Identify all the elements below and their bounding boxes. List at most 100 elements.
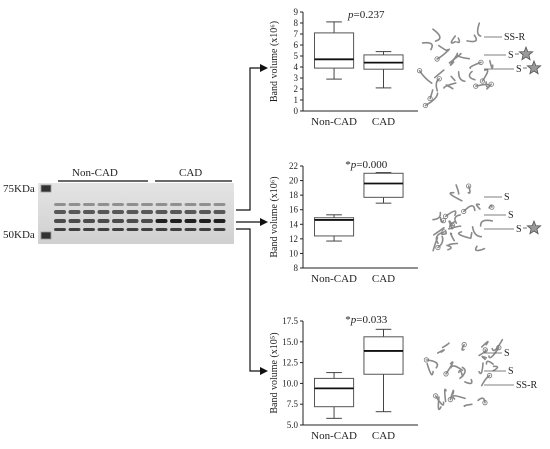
gel-band	[213, 203, 226, 206]
gel-band	[141, 210, 153, 214]
protein-ribbon	[434, 69, 445, 79]
protein-ribbon	[485, 360, 494, 365]
y-tick-label: 8	[294, 263, 299, 273]
gel-band	[83, 219, 95, 223]
y-tick-label: 7.5	[287, 399, 299, 409]
category-label: CAD	[372, 430, 395, 442]
y-tick-label: 12.5	[282, 358, 298, 368]
gel-band	[184, 210, 197, 214]
p-value-asterisk: *	[345, 159, 351, 171]
iqr-box	[363, 336, 404, 375]
gel-band	[83, 210, 95, 214]
ladder-band-50	[40, 231, 52, 240]
protein-ribbon	[426, 362, 434, 376]
protein-ribbon	[418, 69, 433, 84]
protein-ribbon	[450, 365, 464, 372]
cysteine-label: S	[504, 192, 510, 203]
protein-ribbon	[489, 59, 494, 69]
gel-band	[97, 210, 110, 214]
gel-band	[126, 228, 139, 231]
helix-coil	[461, 208, 467, 215]
protein-ribbon	[478, 362, 484, 375]
protein-ribbon	[480, 340, 489, 348]
box-non-cad	[314, 21, 355, 80]
protein-ribbon	[432, 236, 439, 252]
gel-band	[83, 203, 95, 206]
arrowhead-2	[260, 218, 268, 226]
p-value-symbol: p	[350, 159, 357, 171]
gel-band	[199, 203, 211, 206]
protein-ribbon	[445, 361, 454, 375]
protein-ribbon	[456, 52, 471, 60]
gel-band	[184, 219, 197, 223]
y-tick-label: 2	[294, 84, 299, 94]
helix-coil	[435, 244, 441, 251]
protein-ribbon	[464, 378, 473, 385]
protein-ribbon	[463, 403, 473, 408]
protein-ribbon	[478, 349, 487, 357]
gel-lanes	[54, 203, 226, 231]
y-tick-label: 20	[289, 176, 299, 186]
helix-coil	[473, 83, 479, 89]
protein-ribbon	[485, 81, 493, 89]
gel-band	[155, 203, 168, 206]
protein-ribbon	[468, 70, 476, 81]
gel-band	[97, 219, 110, 223]
helix-coil	[436, 76, 442, 82]
arrowhead-1	[260, 64, 268, 72]
category-label: Non-CAD	[311, 430, 357, 442]
marker-75kda-label: 75KDa	[3, 183, 35, 195]
protein-ribbon	[446, 244, 452, 251]
protein-ribbon	[481, 355, 488, 361]
protein-ribbon	[491, 338, 504, 352]
gel-band	[184, 228, 197, 231]
protein-ribbon	[492, 365, 499, 372]
gel-band	[112, 210, 124, 214]
helix-coil	[461, 342, 467, 348]
box-non-cad	[314, 372, 355, 419]
protein-ribbon	[437, 235, 444, 249]
helix-coil	[496, 345, 502, 351]
gel-band	[199, 219, 211, 223]
protein-ribbon	[444, 210, 457, 218]
y-tick-label: 17.5	[282, 316, 298, 326]
iqr-box	[314, 377, 355, 408]
p-value-annotation: p=0.237	[347, 9, 385, 21]
gel-band	[126, 210, 139, 214]
cysteine-label: S	[508, 366, 514, 377]
protein-ribbon	[421, 41, 433, 51]
ladder-band-75	[40, 184, 52, 193]
protein-ribbon	[443, 388, 447, 403]
category-label: CAD	[372, 116, 395, 128]
protein-ribbon	[432, 211, 442, 221]
protein-ribbon	[438, 44, 449, 52]
helix-coil	[488, 81, 494, 87]
protein-ribbon	[471, 226, 483, 238]
protein-ribbon	[467, 185, 471, 194]
y-tick-label: 7	[294, 29, 299, 39]
iqr-box	[363, 172, 404, 198]
y-tick-label: 4	[294, 62, 299, 72]
p-value-number: =0.237	[354, 9, 385, 21]
y-tick-label: 5	[294, 51, 299, 61]
y-tick-label: 12	[289, 234, 298, 244]
arrow-to-chart-3	[236, 228, 262, 372]
y-tick-label: 8	[294, 18, 299, 28]
protein-ribbon	[474, 245, 486, 252]
gel-band	[68, 219, 81, 223]
gel-band	[68, 203, 81, 206]
y-tick-label: 18	[289, 190, 299, 200]
p-value-annotation: *p=0.033	[345, 314, 387, 326]
protein-ribbon	[448, 52, 462, 64]
category-label: Non-CAD	[311, 273, 357, 285]
arrow-to-chart-1	[236, 67, 262, 211]
helix-coil	[440, 218, 447, 224]
gel-band	[97, 228, 110, 231]
y-tick-label: 16	[289, 205, 299, 215]
y-axis-label: Band volume (x10⁶)	[269, 21, 280, 102]
protein-ribbon	[476, 22, 482, 37]
cysteine-label: S	[504, 348, 510, 359]
gel-band	[213, 219, 226, 223]
